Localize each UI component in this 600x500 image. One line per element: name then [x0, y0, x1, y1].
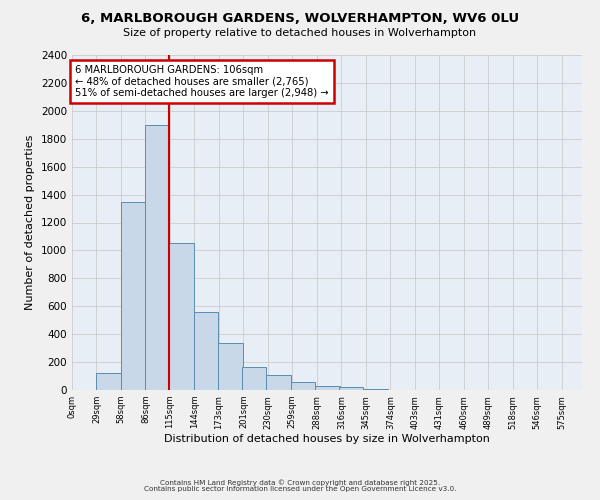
Bar: [145, 125, 169, 390]
Text: Size of property relative to detached houses in Wolverhampton: Size of property relative to detached ho…: [124, 28, 476, 38]
Text: 6 MARLBOROUGH GARDENS: 106sqm
← 48% of detached houses are smaller (2,765)
51% o: 6 MARLBOROUGH GARDENS: 106sqm ← 48% of d…: [76, 65, 329, 98]
Bar: [97, 372, 121, 390]
Bar: [315, 386, 340, 390]
Bar: [290, 382, 315, 390]
Bar: [194, 312, 218, 390]
Bar: [266, 376, 290, 390]
Bar: [339, 387, 364, 390]
Bar: [169, 244, 194, 390]
X-axis label: Distribution of detached houses by size in Wolverhampton: Distribution of detached houses by size …: [164, 434, 490, 444]
Text: Contains HM Land Registry data © Crown copyright and database right 2025.
Contai: Contains HM Land Registry data © Crown c…: [144, 479, 456, 492]
Bar: [242, 367, 266, 390]
Text: 6, MARLBOROUGH GARDENS, WOLVERHAMPTON, WV6 0LU: 6, MARLBOROUGH GARDENS, WOLVERHAMPTON, W…: [81, 12, 519, 26]
Bar: [218, 343, 242, 390]
Bar: [121, 202, 145, 390]
Y-axis label: Number of detached properties: Number of detached properties: [25, 135, 35, 310]
